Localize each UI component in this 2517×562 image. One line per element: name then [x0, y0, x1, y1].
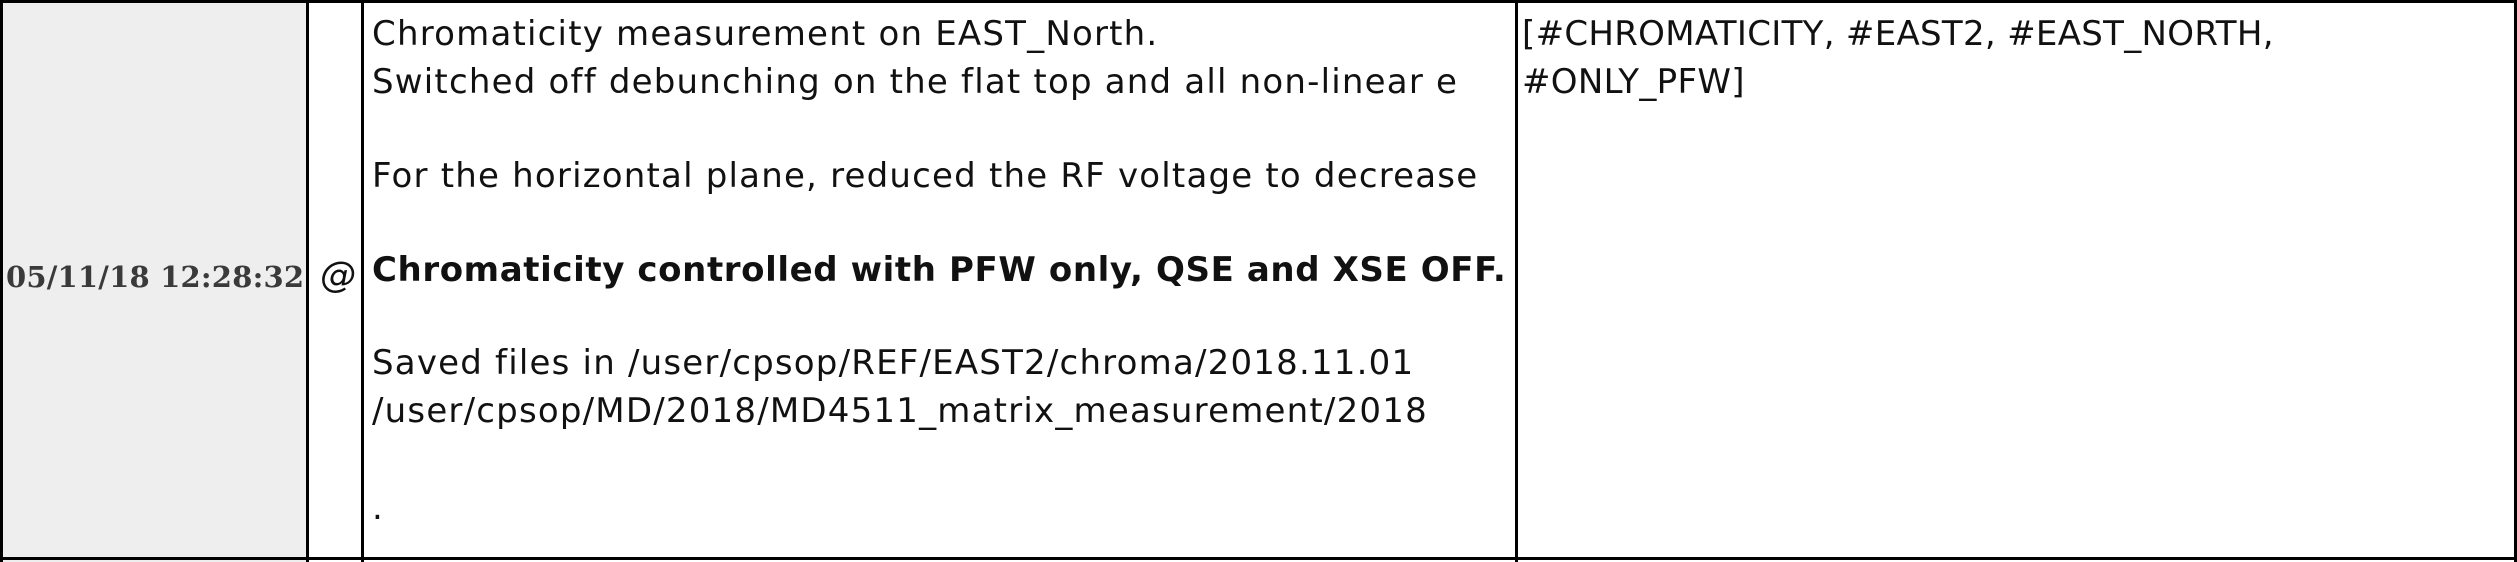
entry-text-line: For the horizontal plane, reduced the RF…	[372, 156, 1479, 196]
column-divider	[1515, 0, 1518, 562]
entry-text-line: Chromaticity measurement on EAST_North.	[372, 14, 1159, 54]
column-divider	[361, 0, 364, 562]
entry-tags-cell: [#CHROMATICITY, #EAST2, #EAST_NORTH, #ON…	[1518, 0, 2517, 562]
entry-datetime-cell: 05/11/18 12:28:32	[0, 0, 306, 562]
entry-text-line: Switched off debunching on the flat top …	[372, 62, 1459, 102]
entry-text-bold-line: Chromaticity controlled with PFW only, Q…	[372, 250, 1507, 290]
entry-text-line: .	[372, 488, 385, 528]
table-border-top	[0, 0, 2517, 3]
column-divider	[306, 0, 309, 562]
table-border-right	[2514, 0, 2517, 562]
entry-text-line: Saved files in /user/cpsop/REF/EAST2/chr…	[372, 343, 1415, 383]
table-border-left	[0, 0, 3, 562]
entry-text-cell: Chromaticity measurement on EAST_North. …	[364, 0, 1515, 562]
entry-tags-line[interactable]: [#CHROMATICITY, #EAST2, #EAST_NORTH,	[1522, 14, 2274, 54]
entry-attachment-cell: @	[309, 0, 361, 562]
entry-text-line: /user/cpsop/MD/2018/MD4511_matrix_measur…	[372, 391, 1428, 431]
entry-tags-line[interactable]: #ONLY_PFW]	[1522, 62, 1745, 102]
entry-datetime[interactable]: 05/11/18 12:28:32	[6, 260, 305, 294]
attachment-icon[interactable]: @	[320, 255, 356, 296]
table-border-bottom	[0, 557, 2517, 560]
